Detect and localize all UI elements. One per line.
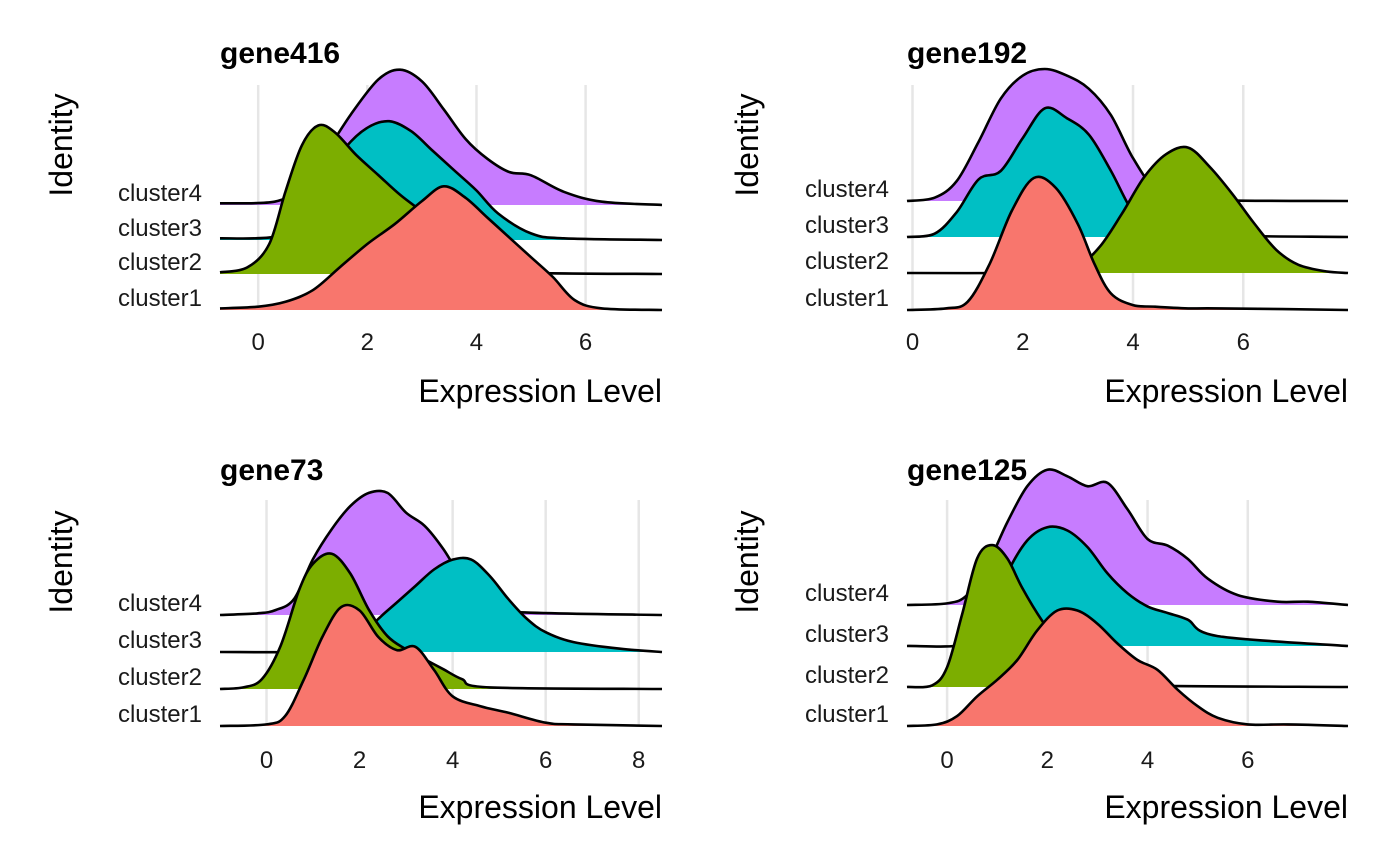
category-label-cluster1: cluster1 [805,701,889,728]
category-label-cluster4: cluster4 [118,590,202,617]
x-tick-label: 8 [632,747,645,774]
x-tick-label: 4 [1141,747,1154,774]
y-axis-categories: cluster1 cluster2 cluster3 cluster4 [118,590,202,728]
x-axis-title: Expression Level [418,373,662,409]
ridge-fill-cluster4 [907,69,1348,201]
x-tick-label: 0 [260,747,273,774]
x-axis-title: Expression Level [1104,373,1348,409]
x-tick-label: 6 [539,747,552,774]
category-label-cluster4: cluster4 [805,580,889,607]
ridge-fill-cluster1 [220,186,662,310]
panel-gene73: gene73 Identity Expression Level 0 2 4 6 8 cl… [43,454,663,825]
x-tick-label: 4 [470,329,483,356]
x-tick-label: 6 [579,329,592,356]
x-axis-ticks: 0 2 4 6 [906,329,1250,356]
ridge-outline-cluster1 [906,175,1349,312]
category-label-cluster4: cluster4 [805,176,889,203]
panel-title: gene192 [907,37,1027,70]
category-label-cluster2: cluster2 [118,664,202,691]
ridge-outline-cluster2 [219,552,663,691]
panel-title: gene73 [220,454,323,487]
panel-gene125: gene125 Identity Expression Level 0 2 4 6 cl… [729,454,1349,825]
ridge-fill-cluster1 [907,176,1348,310]
category-label-cluster3: cluster3 [805,212,889,239]
y-axis-categories: cluster1 cluster2 cluster3 cluster4 [805,176,889,312]
y-axis-title: Identity [43,510,79,613]
panel-title: gene416 [220,37,340,70]
ridges [906,468,1349,728]
ridges [906,67,1349,312]
category-label-cluster2: cluster2 [118,249,202,276]
x-tick-label: 0 [252,329,265,356]
ridge-fill-cluster1 [907,608,1348,726]
y-axis-categories: cluster1 cluster2 cluster3 cluster4 [118,180,202,312]
ridge-outline-cluster1 [219,603,663,728]
x-tick-label: 2 [1041,747,1054,774]
y-axis-title: Identity [729,510,765,613]
panel-title: gene125 [907,454,1027,487]
x-axis-title: Expression Level [418,789,662,825]
ridges [219,68,663,312]
ridge-outline-cluster1 [219,184,663,312]
x-axis-title: Expression Level [1104,789,1348,825]
x-tick-label: 6 [1237,329,1250,356]
category-label-cluster1: cluster1 [805,285,889,312]
ridge-fill-cluster1 [220,604,662,726]
ridge-fill-cluster3 [220,557,662,653]
y-axis-categories: cluster1 cluster2 cluster3 cluster4 [805,580,889,728]
x-tick-label: 6 [1241,747,1254,774]
x-tick-label: 2 [361,329,374,356]
category-label-cluster3: cluster3 [118,627,202,654]
x-tick-label: 4 [1126,329,1139,356]
x-tick-label: 0 [940,747,953,774]
category-label-cluster3: cluster3 [805,621,889,648]
x-tick-label: 2 [353,747,366,774]
x-tick-label: 4 [446,747,459,774]
ridge-outline-cluster1 [906,607,1349,728]
ridge-fill-cluster2 [220,124,662,274]
x-axis-ticks: 0 2 4 6 8 [260,747,646,774]
category-label-cluster1: cluster1 [118,285,202,312]
category-label-cluster2: cluster2 [805,248,889,275]
y-axis-title: Identity [729,93,765,196]
ridges [219,489,663,728]
category-label-cluster2: cluster2 [805,662,889,689]
panel-gene416: gene416 Identity Expression Level 0 2 4 6 cl… [43,37,663,409]
category-label-cluster1: cluster1 [118,701,202,728]
x-tick-label: 2 [1016,329,1029,356]
x-axis-ticks: 0 2 4 6 [940,747,1254,774]
category-label-cluster4: cluster4 [118,180,202,207]
x-tick-label: 0 [906,329,919,356]
x-axis-ticks: 0 2 4 6 [252,329,593,356]
panel-gene192: gene192 Identity Expression Level 0 2 4 6 cl… [729,37,1349,409]
category-label-cluster3: cluster3 [118,215,202,242]
ridge-fill-cluster2 [907,146,1348,274]
y-axis-title: Identity [43,93,79,196]
